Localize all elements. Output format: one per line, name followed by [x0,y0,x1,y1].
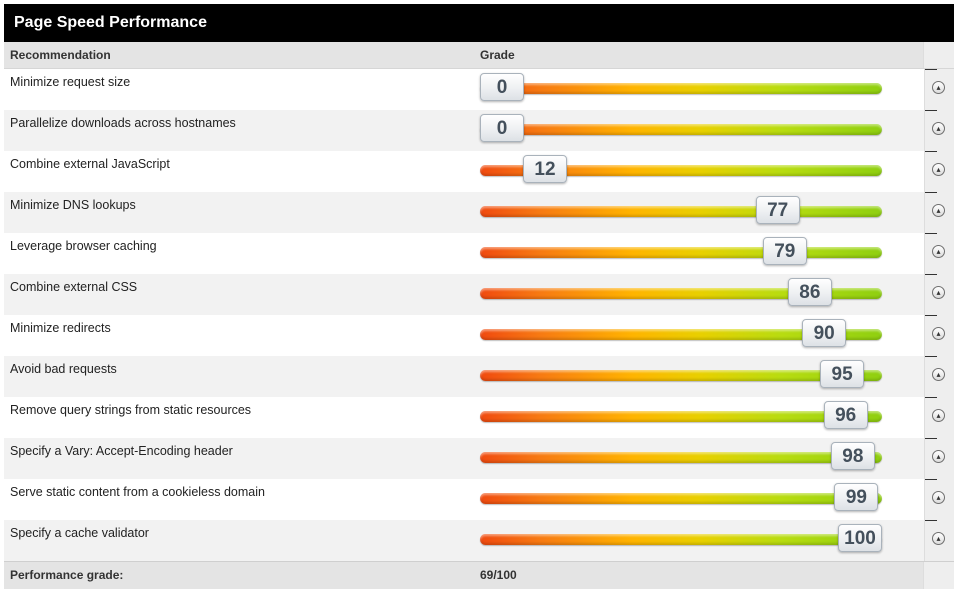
row-side-column: ▴ [924,479,954,520]
recommendation-label: Minimize redirects [10,321,111,335]
recommendation-label: Leverage browser caching [10,239,157,253]
chevron-up-circle-icon[interactable]: ▴ [932,368,945,381]
recommendation-row: Specify a cache validator 100 ▴ [4,520,954,561]
row-side-column: ▴ [924,438,954,479]
recommendation-label: Serve static content from a cookieless d… [10,485,265,499]
recommendation-row: Minimize request size 0 ▴ [4,69,954,110]
row-notch [925,356,937,357]
chevron-up-circle-icon[interactable]: ▴ [932,245,945,258]
chevron-up-circle-icon[interactable]: ▴ [932,204,945,217]
row-side-column: ▴ [924,110,954,151]
grade-value-badge: 77 [755,196,800,224]
grade-bar [480,370,882,381]
grade-value-badge: 99 [834,483,879,511]
chevron-up-circle-icon[interactable]: ▴ [932,327,945,340]
recommendation-label: Parallelize downloads across hostnames [10,116,236,130]
grade-bar [480,288,882,299]
recommendation-list: Minimize request size 0 ▴ Parallelize downl… [4,69,954,561]
column-header-spacer [923,42,954,68]
grade-bar [480,247,882,258]
grade-value-badge: 0 [480,73,524,101]
recommendation-row: Combine external CSS 86 ▴ [4,274,954,315]
recommendation-row: Specify a Vary: Accept-Encoding header 98… [4,438,954,479]
recommendation-row: Parallelize downloads across hostnames 0 ▴ [4,110,954,151]
recommendation-row: Leverage browser caching 79 ▴ [4,233,954,274]
row-notch [925,520,937,521]
grade-bar [480,534,882,545]
row-notch [925,192,937,193]
recommendation-row: Minimize redirects 90 ▴ [4,315,954,356]
column-header: Recommendation Grade [4,42,954,69]
row-notch [925,69,937,70]
performance-grade-footer: Performance grade: 69/100 [4,561,954,589]
row-side-column: ▴ [924,520,954,561]
performance-grade-label: Performance grade: [10,568,124,582]
grade-bar [480,411,882,422]
recommendation-row: Combine external JavaScript 12 ▴ [4,151,954,192]
grade-value-badge: 96 [823,401,868,429]
row-side-column: ▴ [924,274,954,315]
recommendation-label: Specify a cache validator [10,526,149,540]
grade-value-badge: 12 [522,155,567,183]
row-side-column: ▴ [924,397,954,438]
recommendation-row: Minimize DNS lookups 77 ▴ [4,192,954,233]
chevron-up-circle-icon[interactable]: ▴ [932,491,945,504]
panel-title: Page Speed Performance [4,4,954,42]
grade-value-badge: 86 [787,278,832,306]
recommendation-label: Combine external CSS [10,280,138,294]
recommendation-label: Combine external JavaScript [10,157,170,171]
row-notch [925,397,937,398]
grade-bar [480,452,882,463]
chevron-up-circle-icon[interactable]: ▴ [932,122,945,135]
performance-grade-value: 69/100 [480,568,517,582]
row-notch [925,274,937,275]
grade-value-badge: 98 [830,442,875,470]
row-side-column: ▴ [924,151,954,192]
row-notch [925,315,937,316]
grade-value-badge: 95 [820,360,865,388]
recommendation-label: Minimize DNS lookups [10,198,136,212]
chevron-up-circle-icon[interactable]: ▴ [932,81,945,94]
row-notch [925,233,937,234]
grade-value-badge: 100 [838,524,882,552]
column-header-grade: Grade [480,48,515,62]
grade-value-badge: 0 [480,114,524,142]
column-header-recommendation: Recommendation [10,48,111,62]
row-side-column: ▴ [924,315,954,356]
grade-bar [480,329,882,340]
chevron-up-circle-icon[interactable]: ▴ [932,450,945,463]
chevron-up-circle-icon[interactable]: ▴ [932,532,945,545]
recommendation-row: Serve static content from a cookieless d… [4,479,954,520]
recommendation-label: Minimize request size [10,75,131,89]
row-notch [925,438,937,439]
chevron-up-circle-icon[interactable]: ▴ [932,409,945,422]
recommendation-label: Specify a Vary: Accept-Encoding header [10,444,233,458]
grade-value-badge: 90 [802,319,847,347]
chevron-up-circle-icon[interactable]: ▴ [932,286,945,299]
page-speed-panel: Page Speed Performance Recommendation Gr… [4,4,954,589]
chevron-up-circle-icon[interactable]: ▴ [932,163,945,176]
recommendation-row: Avoid bad requests 95 ▴ [4,356,954,397]
grade-bar [480,165,882,176]
recommendation-label: Remove query strings from static resourc… [10,403,252,417]
row-notch [925,151,937,152]
row-side-column: ▴ [924,233,954,274]
grade-value-badge: 79 [762,237,807,265]
grade-bar [480,206,882,217]
row-notch [925,479,937,480]
row-side-column: ▴ [924,192,954,233]
grade-bar [480,493,882,504]
grade-bar [480,124,882,135]
row-side-column: ▴ [924,69,954,110]
row-side-column: ▴ [924,356,954,397]
grade-bar [480,83,882,94]
recommendation-row: Remove query strings from static resourc… [4,397,954,438]
recommendation-label: Avoid bad requests [10,362,117,376]
row-notch [925,110,937,111]
footer-spacer [923,562,954,589]
